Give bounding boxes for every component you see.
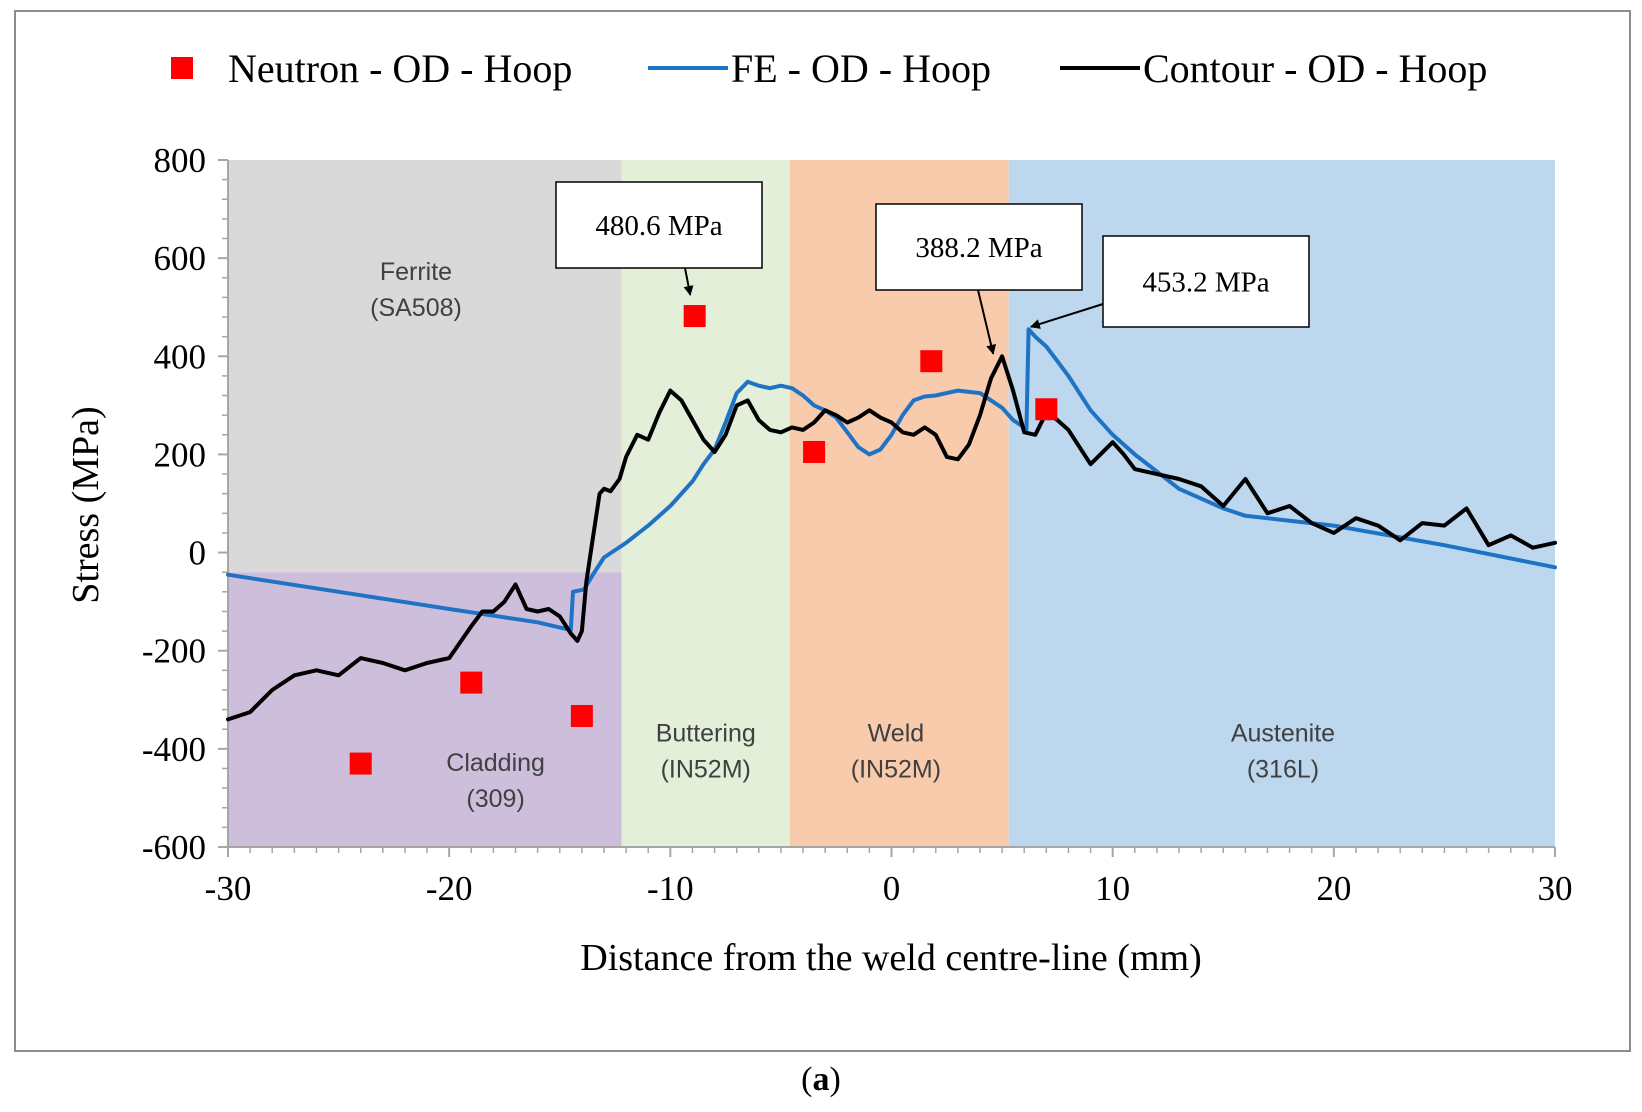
data-point-neutron-od-hoop bbox=[460, 671, 483, 694]
region-label-ferrite: Ferrite bbox=[380, 258, 452, 286]
y-tick-label: -400 bbox=[142, 730, 206, 769]
y-tick-label: 600 bbox=[154, 239, 207, 278]
region-labels: Ferrite (SA508) Cladding (309) Buttering (IN5… bbox=[370, 258, 1335, 813]
series-line-contour-od-hoop bbox=[226, 354, 1557, 722]
region-cladding bbox=[228, 572, 622, 847]
legend: Neutron - OD - Hoop FE - OD - Hoop Conto… bbox=[171, 46, 1487, 91]
data-point-neutron-od-hoop bbox=[570, 704, 593, 727]
region-material-austenite: (316L) bbox=[1247, 755, 1319, 783]
x-tick-label: 30 bbox=[1538, 869, 1573, 908]
region-buttering bbox=[621, 160, 790, 847]
data-point-neutron-od-hoop bbox=[683, 305, 706, 328]
y-tick-label: 0 bbox=[189, 534, 207, 573]
data-point-neutron-od-hoop bbox=[920, 350, 943, 373]
data-point-neutron-od-hoop bbox=[349, 752, 372, 775]
data-point-neutron-od-hoop bbox=[1035, 398, 1058, 421]
y-tick-label: -200 bbox=[142, 632, 206, 671]
y-tick-label: 800 bbox=[154, 141, 207, 180]
annotation-box bbox=[1102, 235, 1310, 328]
y-axis-title: Stress (MPa) bbox=[65, 406, 107, 603]
y-tick-label: 400 bbox=[154, 337, 207, 376]
region-label-austenite: Austenite bbox=[1231, 719, 1335, 747]
x-tick-label: -30 bbox=[205, 869, 252, 908]
x-tick-label: -20 bbox=[426, 869, 473, 908]
region-label-cladding: Cladding bbox=[446, 749, 545, 777]
annotation-arrow bbox=[977, 289, 997, 355]
x-tick-label: 20 bbox=[1316, 869, 1351, 908]
annotation-box bbox=[875, 203, 1083, 291]
plot-series bbox=[226, 305, 1557, 775]
region-label-weld: Weld bbox=[868, 719, 925, 747]
legend-label-neutron: Neutron - OD - Hoop bbox=[228, 46, 572, 91]
axis-ticks: -600 -400 -200 0 200 400 600 800 -30 -20 -10 0 10 20 3… bbox=[142, 141, 1573, 908]
x-axis-title: Distance from the weld centre-line (mm) bbox=[580, 937, 1201, 979]
annotation-label: 453.2 MPa bbox=[1142, 267, 1269, 299]
series-line-fe-od-hoop bbox=[226, 327, 1557, 633]
annotation-label: 480.6 MPa bbox=[595, 210, 722, 242]
y-tick-label: -600 bbox=[142, 828, 206, 867]
x-tick-label: -10 bbox=[647, 869, 694, 908]
annotations: 480.6 MPa 388.2 MPa 453.2 MPa bbox=[555, 181, 1310, 355]
annotation-label: 388.2 MPa bbox=[915, 232, 1042, 264]
region-material-ferrite: (SA508) bbox=[370, 294, 462, 322]
figure-caption-letter: a bbox=[813, 1061, 830, 1098]
legend-label-fe: FE - OD - Hoop bbox=[731, 46, 991, 91]
y-tick-label: 200 bbox=[154, 435, 207, 474]
legend-label-contour: Contour - OD - Hoop bbox=[1143, 46, 1487, 91]
annotation-arrow bbox=[683, 267, 694, 296]
legend-marker-neutron bbox=[171, 57, 193, 79]
data-point-neutron-od-hoop bbox=[803, 440, 826, 463]
region-material-cladding: (309) bbox=[466, 785, 524, 813]
region-label-buttering: Buttering bbox=[656, 719, 756, 747]
region-material-weld: (IN52M) bbox=[851, 755, 941, 783]
region-material-buttering: (IN52M) bbox=[661, 755, 751, 783]
x-tick-label: 10 bbox=[1095, 869, 1130, 908]
annotation-arrow bbox=[1029, 303, 1104, 329]
x-tick-label: 0 bbox=[883, 869, 901, 908]
annotation-box bbox=[555, 181, 763, 269]
figure-caption: (a) bbox=[801, 1061, 841, 1098]
